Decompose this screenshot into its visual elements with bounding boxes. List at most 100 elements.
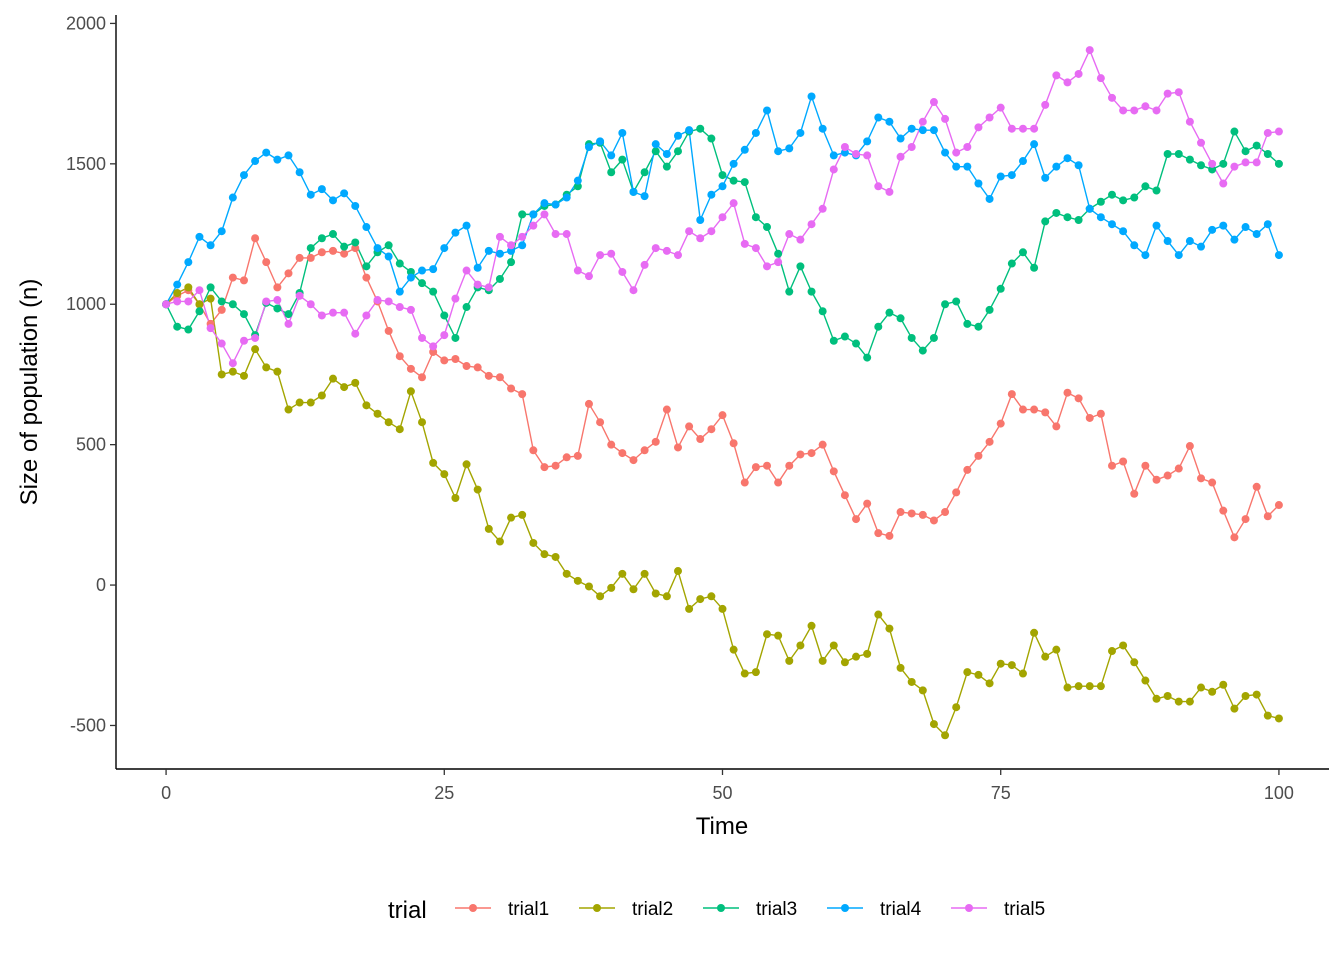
trial2-point	[874, 610, 883, 619]
trial3-point	[1007, 259, 1016, 268]
trial5-point	[440, 331, 449, 340]
trial5-point	[1274, 127, 1283, 136]
trial2-point	[929, 720, 938, 729]
trial3-point	[184, 325, 193, 334]
trial2-point	[1041, 652, 1050, 661]
trial2-point	[1130, 658, 1139, 667]
trial2-point	[562, 569, 571, 578]
trial4-point	[1241, 223, 1250, 232]
trial4-point	[885, 117, 894, 126]
trial1-point	[217, 305, 226, 314]
trial4-point	[518, 241, 527, 250]
trial5-point	[596, 251, 605, 260]
trial5-point	[1263, 128, 1272, 137]
trial2-point	[184, 283, 193, 292]
trial4-point	[1130, 241, 1139, 250]
trial5-point	[651, 244, 660, 253]
trial4-point	[1108, 220, 1116, 229]
trial3-point	[1096, 197, 1105, 206]
trial5-point	[406, 305, 415, 314]
trial2-point	[340, 383, 349, 392]
trial2-point	[774, 631, 783, 640]
trial5-point	[1041, 100, 1050, 109]
trial3-point	[1185, 155, 1194, 164]
trial2-point	[484, 524, 493, 533]
trial1-point	[473, 363, 482, 372]
trial5-point	[1018, 124, 1027, 133]
trial5-point	[829, 165, 838, 174]
trial2-point	[696, 595, 705, 604]
trial5-point	[952, 148, 961, 157]
trial3-point	[284, 310, 293, 319]
trial4-point	[774, 147, 783, 156]
trial5-point	[206, 324, 215, 333]
legend: trial trial1 trial2 trial3 trial4 trial5	[388, 897, 1045, 924]
trial1-point	[406, 364, 415, 373]
trial3-point	[1018, 248, 1027, 257]
trial1-point	[985, 437, 994, 446]
trial4-point	[529, 210, 538, 219]
trial3-point	[462, 303, 471, 312]
trial3-point	[707, 134, 716, 143]
trial3-point	[384, 241, 393, 250]
trial1-point	[863, 499, 872, 508]
trial3-point	[718, 171, 727, 180]
trial1-point	[918, 510, 927, 519]
trial4-point	[562, 193, 571, 202]
trial2-point	[306, 398, 315, 407]
trial1-point	[685, 422, 694, 431]
trial1-point	[852, 515, 861, 524]
trial2-point	[573, 576, 582, 585]
trial1-point	[751, 463, 760, 472]
trial1-point	[262, 258, 271, 267]
axes	[115, 15, 1329, 770]
trial5-point	[384, 297, 393, 306]
trial2-point	[173, 289, 182, 298]
trial3-point	[1119, 196, 1128, 205]
trial2-point	[529, 538, 538, 547]
trial4-point	[1030, 140, 1039, 149]
trial3-line	[165, 128, 1280, 359]
trial5-point	[473, 280, 482, 289]
trial1-point	[239, 276, 248, 285]
trial5-point	[1085, 46, 1094, 55]
legend-key-point	[841, 904, 849, 912]
trial4-point	[796, 128, 805, 137]
trial4-point	[1119, 227, 1128, 236]
trial2-point	[1219, 680, 1228, 689]
trial4-point	[1274, 251, 1283, 260]
trial5-point	[751, 244, 760, 253]
trial2-point	[329, 374, 337, 383]
trial3-point	[1274, 159, 1283, 168]
legend-key-point	[593, 904, 601, 912]
trial1-point	[418, 373, 427, 382]
trial1-point	[929, 516, 938, 525]
trial3-point	[929, 333, 938, 342]
trial2-point	[1230, 704, 1239, 713]
trial2-point	[707, 592, 716, 601]
trial1-point	[1030, 405, 1039, 414]
trial1-point	[1174, 464, 1183, 473]
trial1-point	[518, 390, 527, 399]
trial1-point	[462, 362, 471, 371]
trial3-point	[573, 182, 582, 191]
trial2-point	[1085, 682, 1094, 691]
trial2-point	[462, 460, 471, 469]
trial3-point	[273, 304, 282, 313]
trial2-point	[607, 583, 616, 592]
trial4-point	[1163, 237, 1172, 246]
trial2-point	[507, 513, 516, 522]
trial5-point	[239, 336, 248, 345]
trial3-point	[874, 322, 883, 331]
trial5-point	[807, 220, 816, 229]
trial1-point	[829, 467, 838, 476]
trial4-point	[1252, 230, 1261, 239]
trial5-point	[507, 241, 516, 250]
y-tick-label: 1000	[66, 294, 106, 314]
trial5-point	[1152, 106, 1161, 115]
trial5-point	[607, 249, 616, 258]
trial1-point	[362, 273, 371, 282]
trial1-point	[1063, 388, 1072, 397]
trial1-point	[1208, 478, 1217, 487]
trial4-point	[1219, 221, 1228, 230]
